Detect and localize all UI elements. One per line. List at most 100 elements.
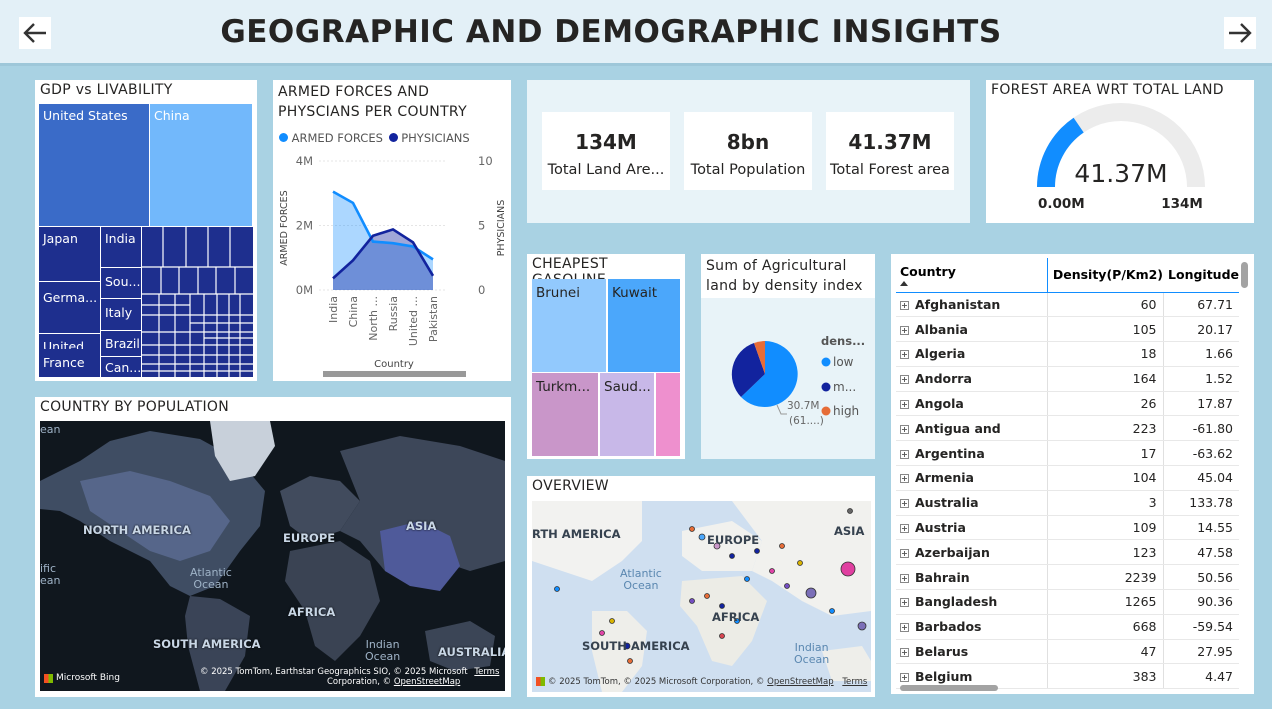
overview-map[interactable]: RTH AMERICA EUROPE ASIA AFRICA SOUTH AME… [532,501,871,692]
chart-legend: ARMED FORCES PHYSICIANS [279,131,470,145]
pie-slice-medium[interactable] [731,343,765,397]
map-bubble[interactable] [784,583,790,589]
table-row[interactable]: + Armenia 104 45.04 [896,465,1239,491]
expand-icon[interactable]: + [900,672,909,682]
gasoline-cell[interactable]: Brunei [532,279,606,372]
table-row[interactable]: + Belarus 47 27.95 [896,639,1239,665]
expand-icon[interactable]: + [900,350,909,360]
cell-longitude: 27.95 [1162,639,1239,665]
treemap-cell[interactable]: Japan [39,227,100,281]
map-bubble[interactable] [689,526,695,532]
table-row[interactable]: + Andorra 164 1.52 [896,366,1239,392]
osm-link[interactable]: OpenStreetMap [767,677,834,687]
treemap-cell[interactable]: India [101,227,141,267]
map-bubble[interactable] [627,658,633,664]
treemap-cell[interactable]: China [150,104,252,226]
expand-icon[interactable]: + [900,548,909,558]
cell-country: + Algeria [896,341,1048,367]
gasoline-cell[interactable]: Turkm... [532,373,598,456]
expand-icon[interactable]: + [900,499,909,509]
expand-icon[interactable]: + [900,400,909,410]
x-tick-label: North ... [367,296,380,341]
treemap-cell[interactable]: Sou... [101,268,141,298]
column-header-longitude[interactable]: Longitude [1163,258,1239,293]
map-bubble[interactable] [719,603,725,609]
table-row[interactable]: + Angola 26 17.87 [896,391,1239,417]
treemap-cell[interactable]: Italy [101,299,141,330]
expand-icon[interactable]: + [900,573,909,583]
map-bubble[interactable] [857,621,867,631]
column-header-country[interactable]: Country [896,258,1048,293]
map-bubble[interactable] [689,598,695,604]
kpi-card-land: 134M Total Land Are... [542,112,670,190]
expand-icon[interactable]: + [900,449,909,459]
table-row[interactable]: + Antigua and 223 -61.80 [896,415,1239,442]
map-bubble[interactable] [729,553,735,559]
table-row[interactable]: + Afghanistan 60 67.71 [896,292,1239,318]
map-bubble[interactable] [840,561,856,577]
treemap-cell[interactable]: Germa... [39,282,100,333]
map-bubble[interactable] [829,608,835,614]
table-row[interactable]: + Argentina 17 -63.62 [896,440,1239,467]
pie-data-label-pct: (61....) [789,415,824,427]
gasoline-cell[interactable] [656,373,680,456]
pie-slice-low[interactable] [741,341,798,407]
map-bubble[interactable] [769,568,775,574]
expand-icon[interactable]: + [900,300,909,310]
cell-density: 47 [1046,639,1164,665]
map-bubble[interactable] [744,576,750,582]
table-row[interactable]: + Azerbaijan 123 47.58 [896,539,1239,566]
map-bubble[interactable] [599,630,605,636]
table-row[interactable]: + Algeria 18 1.66 [896,341,1239,367]
treemap-cell[interactable]: United States [39,104,149,226]
treemap-cell[interactable]: Brazil [101,331,141,356]
map-bubble[interactable] [698,533,706,541]
map-bubble[interactable] [719,633,725,639]
country-name: Barbados [915,619,982,635]
table-vertical-scrollbar[interactable] [1241,262,1248,288]
table-horizontal-scrollbar[interactable] [900,685,998,691]
gasoline-cell[interactable]: Kuwait [608,279,680,372]
kpi-label: Total Land Are... [547,162,665,178]
agri-pie-chart: 30.7M (61....) dens... low m... high [731,334,865,427]
table-row[interactable]: + Barbados 668 -59.54 [896,614,1239,640]
expand-icon[interactable]: + [900,474,909,484]
expand-icon[interactable]: + [900,424,909,434]
map-bubble[interactable] [704,593,710,599]
terms-link[interactable]: Terms [842,677,868,687]
table-row[interactable]: + Austria 109 14.55 [896,515,1239,541]
expand-icon[interactable]: + [900,524,909,534]
map-bubble[interactable] [805,587,817,599]
table-row[interactable]: + Australia 3 133.78 [896,490,1239,516]
map-bubble[interactable] [797,560,803,566]
table-row[interactable]: + Bahrain 2239 50.56 [896,564,1239,591]
table-row[interactable]: + Albania 105 20.17 [896,316,1239,343]
map-bubble[interactable] [623,642,631,650]
map-bubble[interactable] [554,586,560,592]
expand-icon[interactable]: + [900,598,909,608]
terms-link[interactable]: Terms [474,667,500,677]
expand-icon[interactable]: + [900,648,909,658]
expand-icon[interactable]: + [900,623,909,633]
map-bubble[interactable] [609,618,615,624]
map-bubble[interactable] [754,548,760,554]
pie-slice-high[interactable] [754,341,765,374]
gasoline-cell[interactable]: Saud... [600,373,654,456]
map-bubble[interactable] [734,618,740,624]
table-row[interactable]: + Bangladesh 1265 90.36 [896,589,1239,615]
map-bubble[interactable] [847,508,853,514]
forward-button[interactable] [1224,17,1256,49]
osm-link[interactable]: OpenStreetMap [393,677,461,687]
population-map[interactable]: NORTH AMERICA EUROPE ASIA AFRICA SOUTH A… [40,421,505,691]
cell-density: 1265 [1046,589,1164,615]
cell-density: 2239 [1046,564,1164,591]
chart-scrollbar[interactable] [323,371,466,377]
map-bubble[interactable] [713,542,721,550]
column-header-density[interactable]: Density(P/Km2) [1046,258,1164,293]
treemap-cell[interactable]: France [39,349,100,377]
expand-icon[interactable]: + [900,325,909,335]
expand-icon[interactable]: + [900,375,909,385]
treemap-cell[interactable]: Can... [101,357,141,377]
back-button[interactable] [19,17,51,49]
map-bubble[interactable] [779,543,785,549]
